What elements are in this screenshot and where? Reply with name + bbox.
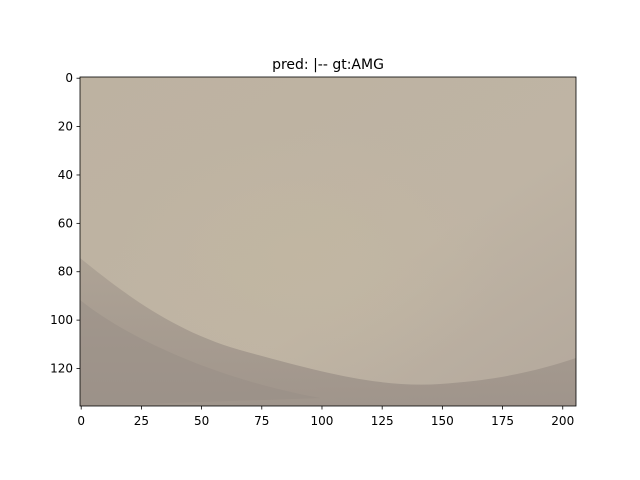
y-tick-label: 60 [58,216,73,230]
x-tick-label: 150 [431,414,454,428]
x-tick-label: 125 [371,414,394,428]
x-tick-label: 200 [551,414,574,428]
x-tick-label: 0 [77,414,85,428]
axes-frame [79,76,577,407]
y-tick-label: 20 [58,120,73,134]
y-tick-label: 120 [50,362,73,376]
y-tick-label: 100 [50,313,73,327]
y-tick-label: 80 [58,265,73,279]
x-tick-label: 75 [254,414,269,428]
x-tick-label: 25 [134,414,149,428]
x-tick-label: 50 [194,414,209,428]
x-tick-label: 175 [491,414,514,428]
y-tick-label: 40 [58,168,73,182]
y-tick-label: 0 [65,71,73,85]
chart-title: pred: |-- gt:AMG [272,57,384,73]
x-tick-label: 100 [311,414,334,428]
image [80,77,576,406]
